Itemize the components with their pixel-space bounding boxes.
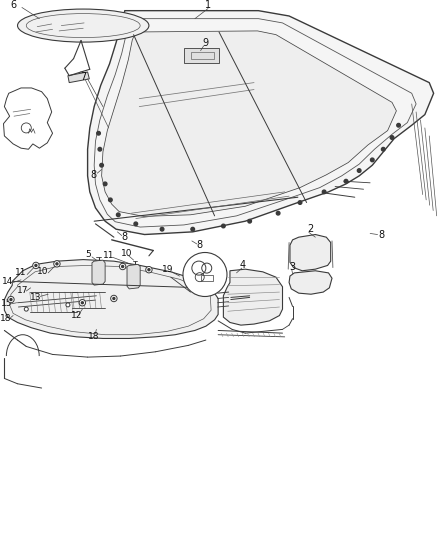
Text: 2: 2: [307, 224, 313, 234]
Text: 14: 14: [2, 277, 14, 286]
Circle shape: [248, 220, 251, 223]
Text: 10: 10: [37, 268, 49, 276]
Circle shape: [222, 224, 225, 228]
Text: 13: 13: [30, 293, 42, 302]
Text: 19: 19: [162, 265, 173, 274]
Text: 18: 18: [88, 333, 100, 341]
Text: 11: 11: [15, 269, 27, 277]
Circle shape: [66, 303, 70, 307]
Circle shape: [371, 158, 374, 161]
Circle shape: [111, 295, 117, 302]
Polygon shape: [92, 260, 105, 285]
Circle shape: [390, 136, 394, 139]
Circle shape: [33, 262, 39, 269]
Circle shape: [54, 261, 60, 267]
Polygon shape: [290, 235, 331, 271]
Circle shape: [98, 148, 102, 151]
Text: 10: 10: [121, 249, 133, 258]
Circle shape: [183, 253, 227, 296]
Text: 8: 8: [122, 232, 128, 242]
Circle shape: [109, 198, 112, 201]
Circle shape: [357, 169, 361, 172]
Polygon shape: [4, 260, 218, 338]
Text: 11: 11: [103, 252, 114, 260]
Circle shape: [160, 228, 164, 231]
Text: 1: 1: [205, 1, 211, 10]
Polygon shape: [289, 271, 332, 294]
Circle shape: [97, 132, 100, 135]
Text: 8: 8: [378, 230, 384, 239]
Text: 15: 15: [1, 300, 13, 308]
Text: 6: 6: [10, 1, 16, 10]
Text: 8: 8: [196, 240, 202, 250]
Ellipse shape: [18, 9, 149, 42]
Text: 9: 9: [202, 38, 208, 47]
Polygon shape: [102, 31, 396, 216]
Circle shape: [117, 213, 120, 216]
Circle shape: [35, 264, 37, 266]
Text: 16: 16: [189, 275, 199, 284]
Circle shape: [100, 164, 103, 167]
Text: 17: 17: [17, 286, 28, 295]
Circle shape: [344, 180, 348, 183]
Polygon shape: [88, 11, 434, 235]
Text: 7: 7: [80, 72, 86, 82]
Circle shape: [24, 307, 28, 311]
Text: 14: 14: [194, 259, 205, 267]
Polygon shape: [184, 48, 219, 63]
Bar: [201, 275, 213, 281]
Circle shape: [134, 222, 138, 225]
Circle shape: [8, 296, 14, 303]
Circle shape: [148, 269, 150, 271]
Circle shape: [113, 297, 115, 300]
Circle shape: [276, 212, 280, 215]
Text: 18: 18: [0, 314, 12, 323]
Circle shape: [122, 265, 124, 268]
Circle shape: [146, 266, 152, 273]
Circle shape: [298, 201, 302, 204]
Text: 5: 5: [85, 251, 92, 259]
Circle shape: [103, 182, 107, 185]
Polygon shape: [223, 269, 283, 325]
Circle shape: [10, 298, 12, 301]
Polygon shape: [127, 264, 140, 289]
Text: 4: 4: [240, 261, 246, 270]
Circle shape: [81, 302, 83, 304]
Circle shape: [79, 300, 85, 306]
Text: 12: 12: [71, 311, 82, 320]
Circle shape: [56, 263, 58, 265]
Circle shape: [191, 228, 194, 231]
Circle shape: [120, 263, 126, 270]
Text: 8: 8: [91, 170, 97, 180]
Text: 3: 3: [290, 262, 296, 271]
Circle shape: [381, 148, 385, 151]
Circle shape: [397, 124, 400, 127]
Polygon shape: [68, 72, 89, 83]
Circle shape: [322, 190, 326, 193]
